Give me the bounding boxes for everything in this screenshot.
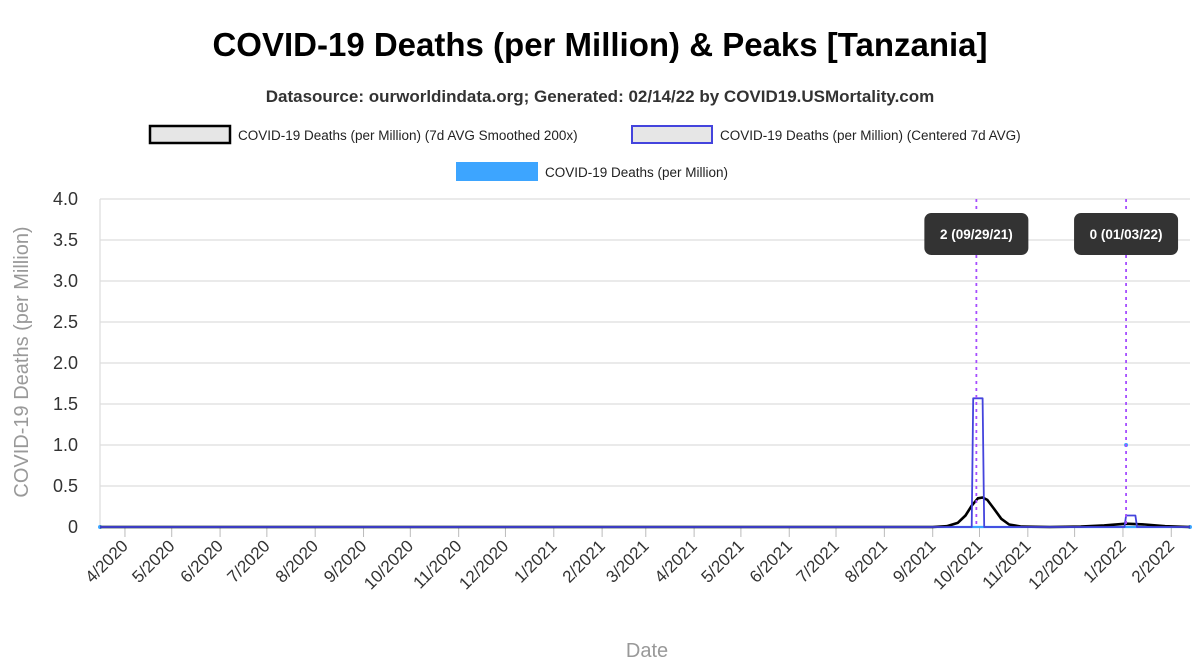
y-tick-label: 2.5 <box>53 312 78 332</box>
chart-title: COVID-19 Deaths (per Million) & Peaks [T… <box>212 26 987 63</box>
x-tick-label: 4/2020 <box>82 536 132 586</box>
y-axis-ticks: 0 0.5 1.0 1.5 2.0 2.5 3.0 3.5 4.0 <box>53 189 78 537</box>
x-tick-label: 11/2021 <box>979 536 1035 592</box>
legend-label-centered: COVID-19 Deaths (per Million) (Centered … <box>720 128 1021 143</box>
x-tick-label: 7/2021 <box>793 536 843 586</box>
legend-label-smoothed: COVID-19 Deaths (per Million) (7d AVG Sm… <box>238 128 578 143</box>
peak-callout <box>1074 213 1179 255</box>
peak-callout-label: 2 (09/29/21) <box>940 227 1013 242</box>
x-tick-label: 8/2021 <box>841 536 891 586</box>
legend-label-daily: COVID-19 Deaths (per Million) <box>545 165 728 180</box>
y-tick-label: 3.5 <box>53 230 78 250</box>
x-tick-label: 7/2020 <box>223 536 273 586</box>
peak-callout-label: 0 (01/03/22) <box>1090 227 1163 242</box>
y-tick-label: 4.0 <box>53 189 78 209</box>
x-tick-label: 1/2021 <box>510 536 560 586</box>
y-tick-label: 0 <box>68 517 78 537</box>
y-tick-label: 2.0 <box>53 353 78 373</box>
y-axis-label: COVID-19 Deaths (per Million) <box>11 226 33 497</box>
y-tick-label: 0.5 <box>53 476 78 496</box>
x-tick-label: 12/2021 <box>1025 536 1082 593</box>
x-tick-label: 1/2022 <box>1080 536 1130 586</box>
x-tick-label: 6/2021 <box>746 536 796 586</box>
annotation-layer: 2 (09/29/21) 0 (01/03/22) <box>924 199 1179 527</box>
x-tick-label: 4/2021 <box>651 536 701 586</box>
x-tick-label: 2/2022 <box>1128 536 1178 586</box>
y-tick-label: 3.0 <box>53 271 78 291</box>
chart-subtitle: Datasource: ourworldindata.org; Generate… <box>266 87 935 106</box>
x-tick-label: 3/2021 <box>602 536 652 586</box>
series-line-centered <box>100 397 1190 528</box>
x-tick-label: 6/2020 <box>177 536 227 586</box>
y-tick-label: 1.0 <box>53 435 78 455</box>
legend-swatch-daily[interactable] <box>456 162 538 181</box>
x-tick-label: 12/2020 <box>455 536 512 593</box>
x-axis-ticks: 4/20205/20206/20207/20208/20209/202010/2… <box>82 527 1178 593</box>
series-line-smoothed <box>100 496 1191 529</box>
legend: COVID-19 Deaths (per Million) (7d AVG Sm… <box>148 124 1021 181</box>
legend-swatch-smoothed[interactable] <box>148 124 232 145</box>
legend-swatch-centered[interactable] <box>631 125 713 144</box>
gridlines <box>99 198 1190 528</box>
x-axis-label: Date <box>626 640 668 662</box>
x-tick-label: 5/2020 <box>128 536 178 586</box>
x-tick-label: 8/2020 <box>272 536 322 586</box>
peak-callout <box>924 213 1029 255</box>
x-tick-label: 2/2021 <box>559 536 609 586</box>
x-tick-label: 10/2020 <box>360 536 417 593</box>
series-layer <box>98 397 1192 529</box>
x-tick-label: 11/2020 <box>409 536 465 592</box>
y-tick-label: 1.5 <box>53 394 78 414</box>
x-tick-label: 5/2021 <box>698 536 748 586</box>
x-tick-label: 10/2021 <box>929 536 986 593</box>
